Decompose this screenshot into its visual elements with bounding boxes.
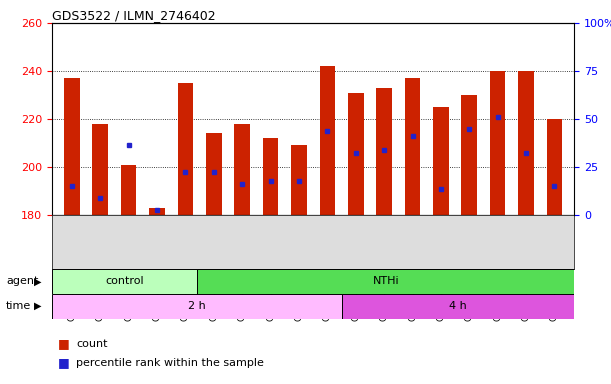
Text: percentile rank within the sample: percentile rank within the sample [76,358,264,368]
Bar [461,95,477,215]
Bar [235,124,250,215]
Text: ▶: ▶ [34,276,41,286]
Text: count: count [76,339,108,349]
Bar [348,93,364,215]
Bar [64,78,79,215]
Bar [263,138,279,215]
Bar [490,71,505,215]
Text: time: time [6,301,31,311]
Bar [518,71,534,215]
Bar [547,119,562,215]
Text: agent: agent [6,276,38,286]
Bar [178,83,193,215]
Text: control: control [105,276,144,286]
Bar [342,294,574,319]
Bar [52,294,342,319]
Bar [320,66,335,215]
Bar [206,133,222,215]
Text: ▶: ▶ [34,301,41,311]
Text: 2 h: 2 h [188,301,206,311]
Text: ■: ■ [58,356,70,369]
Text: NTHi: NTHi [372,276,399,286]
Bar [92,124,108,215]
Bar [197,269,574,294]
Bar [121,165,136,215]
Text: GDS3522 / ILMN_2746402: GDS3522 / ILMN_2746402 [52,9,216,22]
Bar [404,78,420,215]
Text: 4 h: 4 h [449,301,467,311]
Bar [52,269,197,294]
Bar [149,208,165,215]
Text: ■: ■ [58,337,70,350]
Bar [376,88,392,215]
Bar [291,146,307,215]
Bar [433,107,448,215]
